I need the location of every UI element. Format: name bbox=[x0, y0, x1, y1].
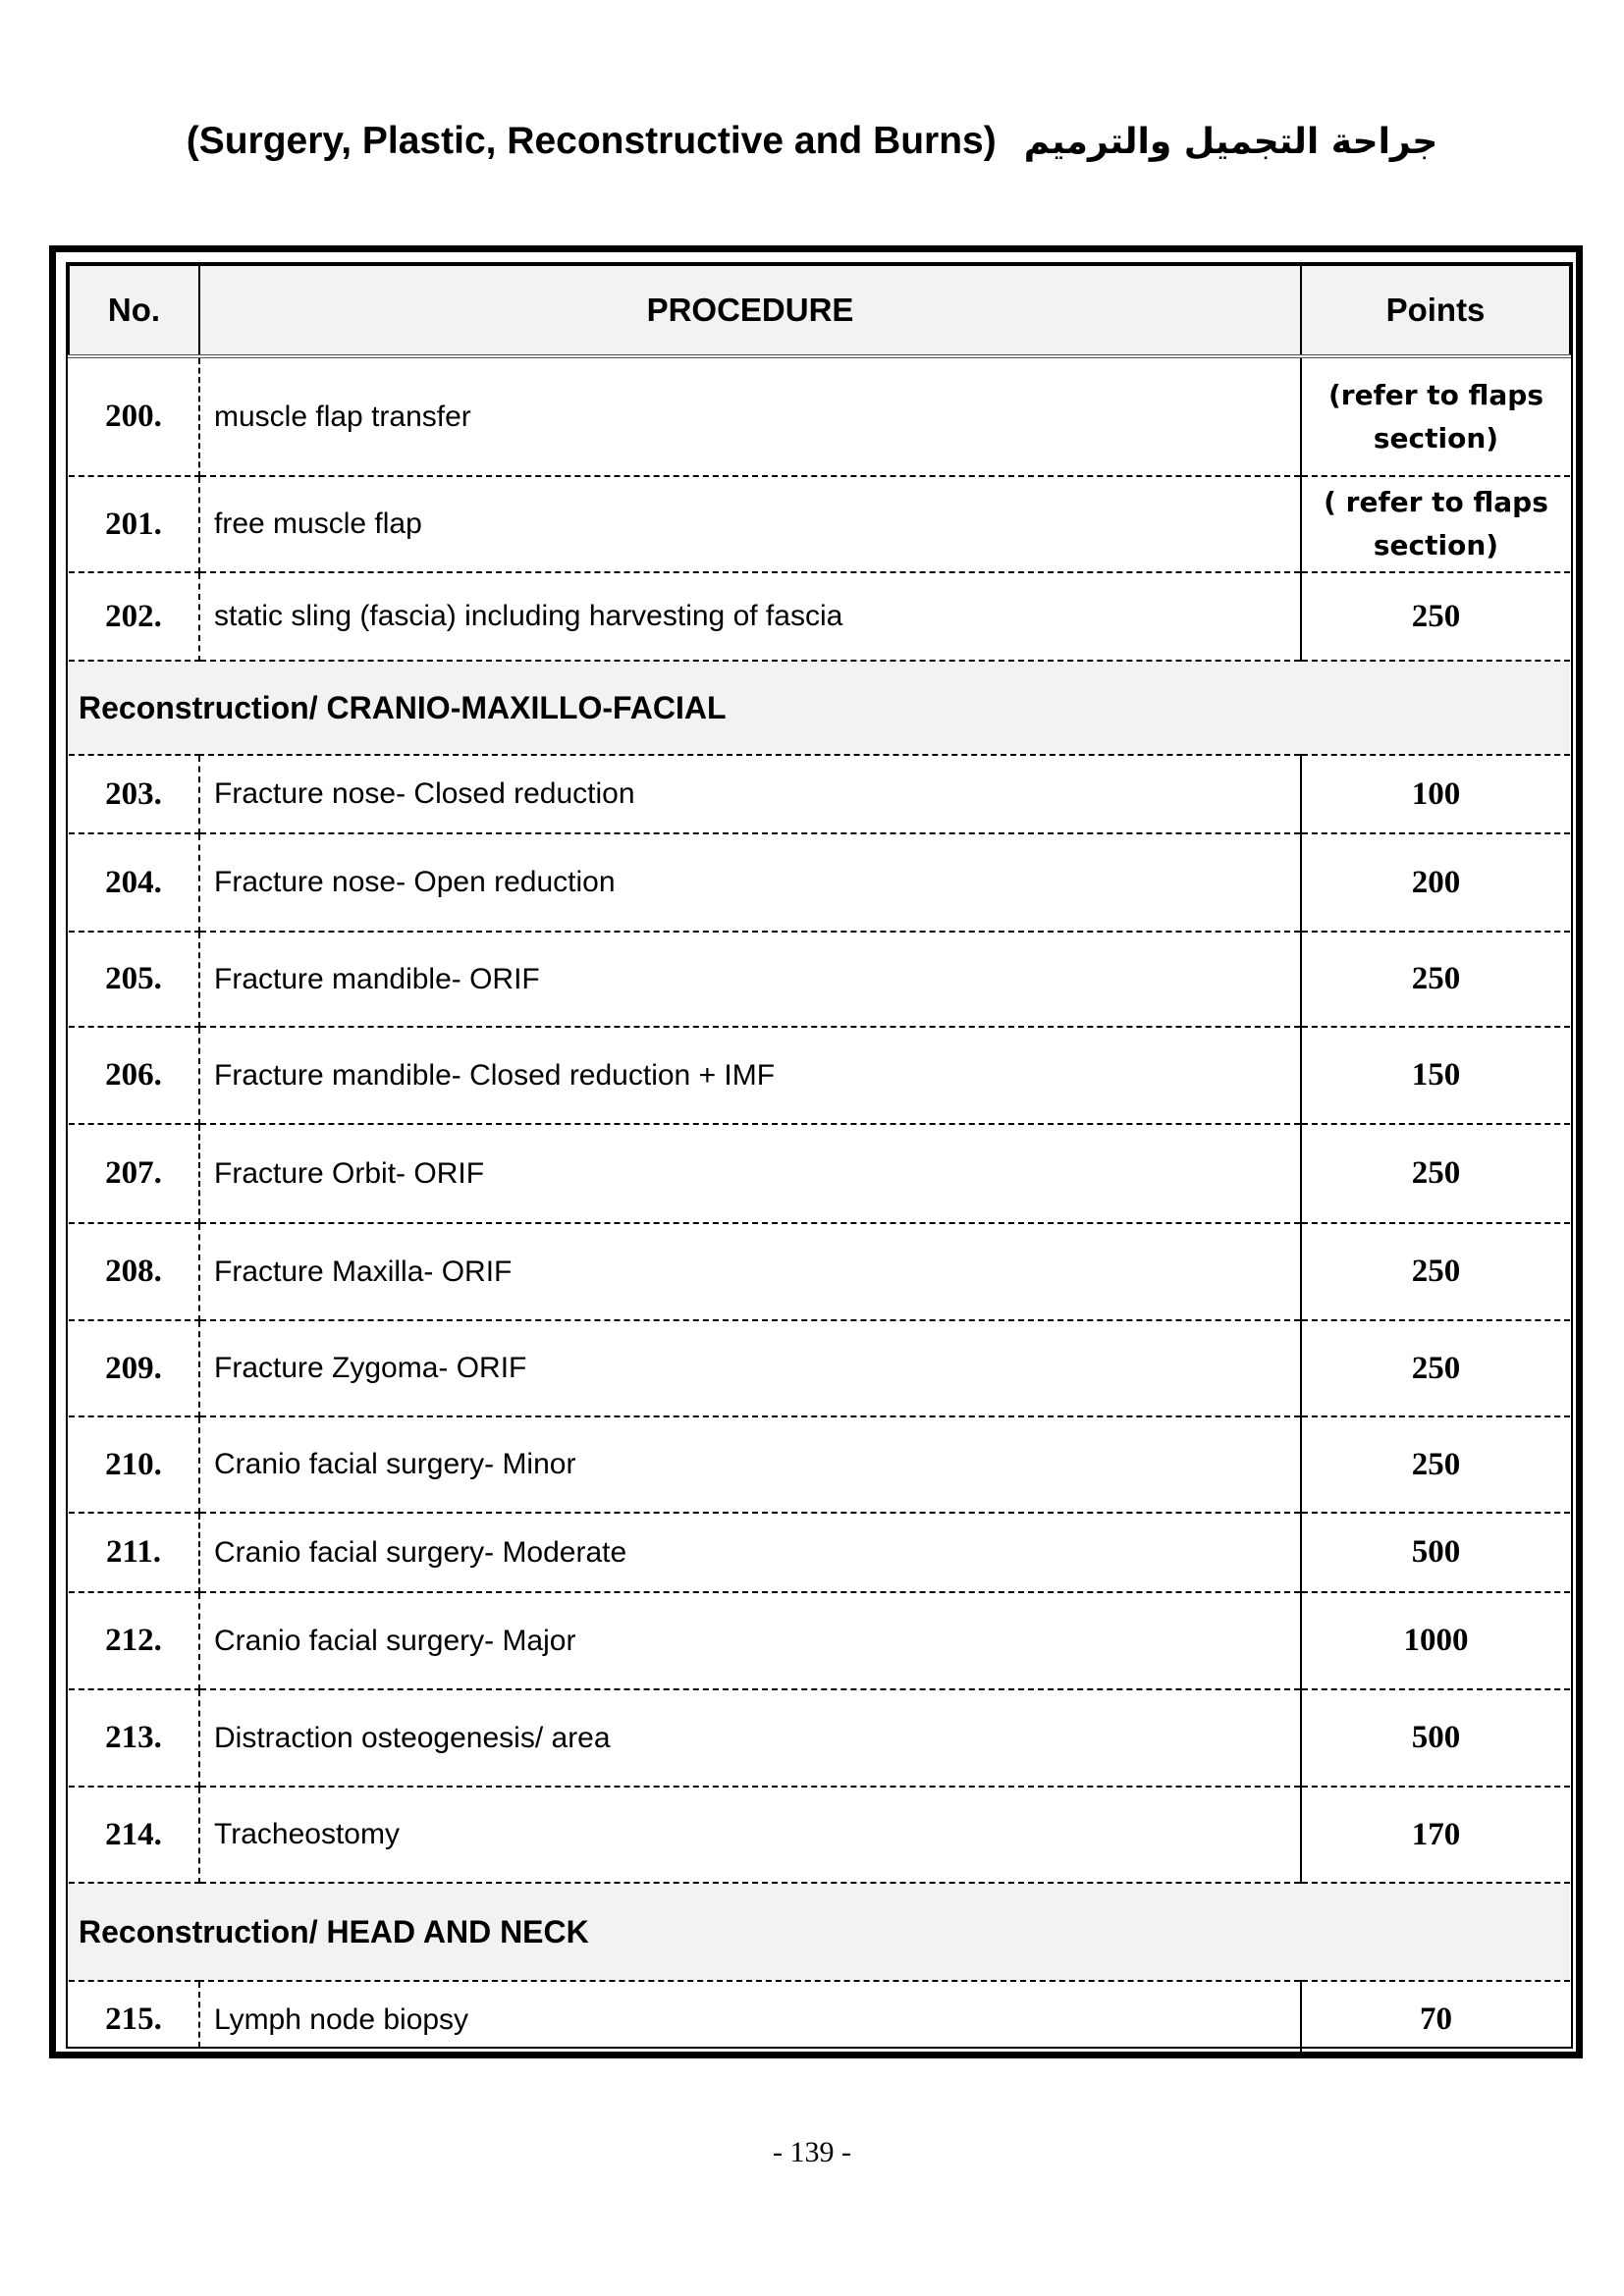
row-number: 200. bbox=[69, 356, 200, 477]
row-points: 500 bbox=[1301, 1513, 1570, 1593]
table-row: 205. Fracture mandible- ORIF 250 bbox=[69, 932, 1570, 1028]
row-number: 204. bbox=[69, 833, 200, 933]
row-procedure: Fracture Maxilla- ORIF bbox=[199, 1223, 1302, 1321]
table-row: 209. Fracture Zygoma- ORIF 250 bbox=[69, 1320, 1570, 1417]
row-number: 209. bbox=[69, 1320, 200, 1417]
row-procedure: Fracture Zygoma- ORIF bbox=[199, 1320, 1302, 1417]
row-points: 1000 bbox=[1301, 1592, 1570, 1690]
row-procedure: Fracture Orbit- ORIF bbox=[199, 1124, 1302, 1224]
row-procedure: Cranio facial surgery- Major bbox=[199, 1592, 1302, 1690]
row-number: 201. bbox=[69, 476, 200, 573]
header-procedure: PROCEDURE bbox=[198, 264, 1302, 358]
row-points: (refer to flaps section) bbox=[1301, 356, 1570, 477]
table-row: 204. Fracture nose- Open reduction 200 bbox=[69, 833, 1570, 933]
table-row: 201. free muscle flap( refer to flaps sec… bbox=[69, 476, 1570, 573]
row-number: 211. bbox=[69, 1513, 200, 1593]
row-points: ( refer to flaps section) bbox=[1301, 476, 1570, 573]
section-label: Reconstruction/ HEAD AND NECK bbox=[69, 1883, 1570, 1982]
row-number: 208. bbox=[69, 1223, 200, 1321]
title-arabic: جراحة التجميل والترميم bbox=[1023, 122, 1438, 162]
row-number: 214. bbox=[69, 1787, 200, 1884]
row-procedure: Fracture mandible- Closed reduction + IM… bbox=[199, 1027, 1302, 1125]
row-points: 500 bbox=[1301, 1689, 1570, 1788]
row-points: 250 bbox=[1301, 1416, 1570, 1514]
procedure-table-frame: No. PROCEDURE Points 200. muscle flap tra… bbox=[49, 245, 1583, 2058]
row-points: 250 bbox=[1301, 572, 1570, 662]
table-row: 206. Fracture mandible- Closed reduction … bbox=[69, 1027, 1570, 1125]
section-label: Reconstruction/ CRANIO-MAXILLO-FACIAL bbox=[69, 661, 1570, 756]
row-procedure: Distraction osteogenesis/ area bbox=[199, 1689, 1302, 1788]
table-row: 208. Fracture Maxilla- ORIF 250 bbox=[69, 1223, 1570, 1321]
row-procedure: Tracheostomy bbox=[199, 1787, 1302, 1884]
table-row: 203. Fracture nose- Closed reduction 100 bbox=[69, 755, 1570, 834]
section-row: Reconstruction/ CRANIO-MAXILLO-FACIAL bbox=[69, 661, 1570, 756]
page-title: (Surgery, Plastic, Reconstructive and Bu… bbox=[0, 120, 1624, 163]
row-points: 250 bbox=[1301, 1320, 1570, 1417]
table-row: 207. Fracture Orbit- ORIF 250 bbox=[69, 1124, 1570, 1224]
table-row: 212. Cranio facial surgery- Major 1000 bbox=[69, 1592, 1570, 1690]
row-procedure: free muscle flap bbox=[199, 476, 1302, 573]
row-points: 250 bbox=[1301, 932, 1570, 1028]
row-procedure: static sling (fascia) including harvesti… bbox=[199, 572, 1302, 662]
table-row: 213. Distraction osteogenesis/ area 500 bbox=[69, 1689, 1570, 1788]
table-header-row: No. PROCEDURE Points bbox=[68, 264, 1571, 358]
header-no: No. bbox=[68, 264, 200, 358]
table-row: 200. muscle flap transfer (refer to flaps … bbox=[69, 356, 1570, 477]
row-number: 205. bbox=[69, 932, 200, 1028]
row-number: 210. bbox=[69, 1416, 200, 1514]
table-row: 210. Cranio facial surgery- Minor 250 bbox=[69, 1416, 1570, 1514]
section-row: Reconstruction/ HEAD AND NECK bbox=[69, 1883, 1570, 1982]
row-number: 215. bbox=[69, 1981, 200, 2057]
row-procedure: Lymph node biopsy bbox=[199, 1981, 1302, 2057]
procedure-table: No. PROCEDURE Points 200. muscle flap tra… bbox=[68, 264, 1571, 2057]
row-number: 212. bbox=[69, 1592, 200, 1690]
table-row: 211. Cranio facial surgery- Moderate 500 bbox=[69, 1513, 1570, 1593]
row-points: 150 bbox=[1301, 1027, 1570, 1125]
row-points: 250 bbox=[1301, 1223, 1570, 1321]
title-english: (Surgery, Plastic, Reconstructive and Bu… bbox=[186, 120, 997, 162]
row-procedure: Fracture nose- Closed reduction bbox=[199, 755, 1302, 834]
row-procedure: Fracture nose- Open reduction bbox=[199, 833, 1302, 933]
table-row: 202. static sling (fascia) including harv… bbox=[69, 572, 1570, 662]
row-number: 203. bbox=[69, 755, 200, 834]
row-points: 200 bbox=[1301, 833, 1570, 933]
row-procedure: muscle flap transfer bbox=[199, 356, 1302, 477]
row-procedure: Cranio facial surgery- Minor bbox=[199, 1416, 1302, 1514]
row-points: 70 bbox=[1420, 2002, 1452, 2037]
row-points: 100 bbox=[1301, 755, 1570, 834]
row-procedure: Cranio facial surgery- Moderate bbox=[199, 1513, 1302, 1593]
table-row: 215. Lymph node biopsy 70 bbox=[69, 1981, 1570, 2057]
page-number: - 139 - bbox=[773, 2136, 851, 2168]
row-procedure: Fracture mandible- ORIF bbox=[199, 932, 1302, 1028]
table-row: 214. Tracheostomy 170 bbox=[69, 1787, 1570, 1884]
row-points: 250 bbox=[1301, 1124, 1570, 1224]
row-number: 213. bbox=[69, 1689, 200, 1788]
row-number: 207. bbox=[69, 1124, 200, 1224]
header-points: Points bbox=[1300, 264, 1571, 358]
row-number: 206. bbox=[69, 1027, 200, 1125]
row-points: 170 bbox=[1301, 1787, 1570, 1884]
row-number: 202. bbox=[69, 572, 200, 662]
